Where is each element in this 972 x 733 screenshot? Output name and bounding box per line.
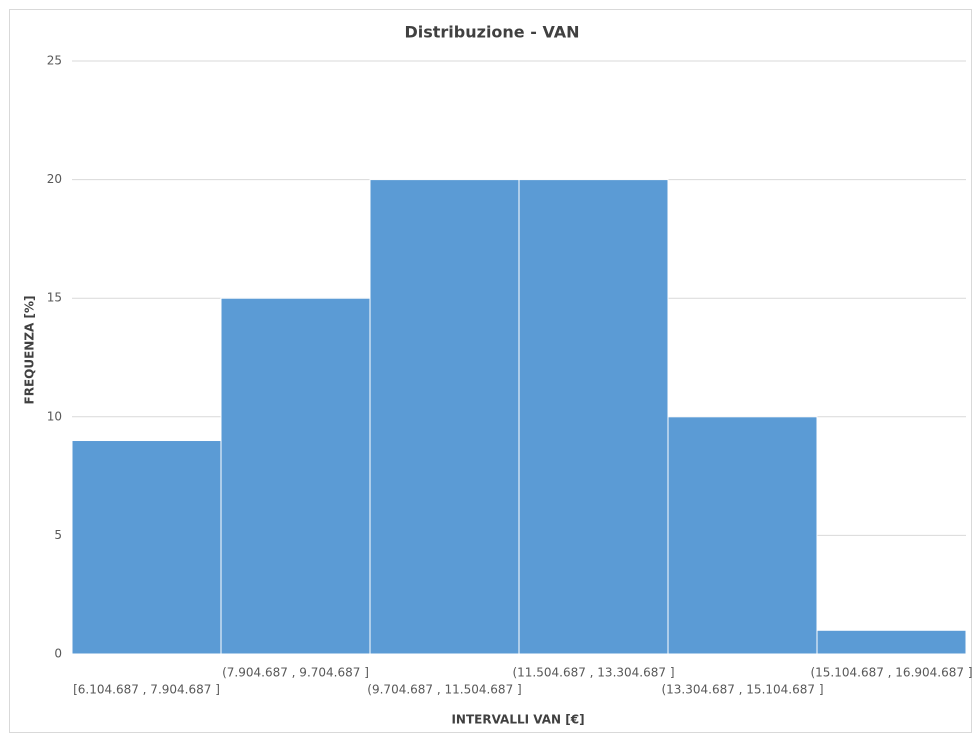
bar — [220, 297, 371, 655]
x-tick-label: (11.504.687 , 13.304.687 ] — [512, 666, 674, 680]
y-tick-label: 25 — [47, 54, 62, 68]
x-axis-title: INTERVALLI VAN [€] — [451, 713, 584, 727]
y-tick-label: 15 — [47, 291, 62, 305]
bar — [667, 416, 818, 655]
bar — [518, 179, 669, 655]
x-tick-label: (9.704.687 , 11.504.687 ] — [367, 683, 521, 697]
bar — [369, 179, 520, 655]
x-tick-label: (7.904.687 , 9.704.687 ] — [222, 666, 369, 680]
x-tick-label: [6.104.687 , 7.904.687 ] — [73, 683, 220, 697]
y-tick-label: 0 — [54, 647, 62, 661]
y-axis-title: FREQUENZA [%] — [23, 296, 37, 405]
y-tick-label: 10 — [47, 409, 62, 423]
y-tick-label: 20 — [47, 172, 62, 186]
x-tick-label: (15.104.687 , 16.904.687 ] — [810, 666, 972, 680]
y-tick-label: 5 — [54, 528, 62, 542]
x-tick-label: (13.304.687 , 15.104.687 ] — [661, 683, 823, 697]
bar — [816, 629, 967, 655]
chart-title: Distribuzione - VAN — [404, 23, 579, 42]
bar — [71, 440, 222, 655]
